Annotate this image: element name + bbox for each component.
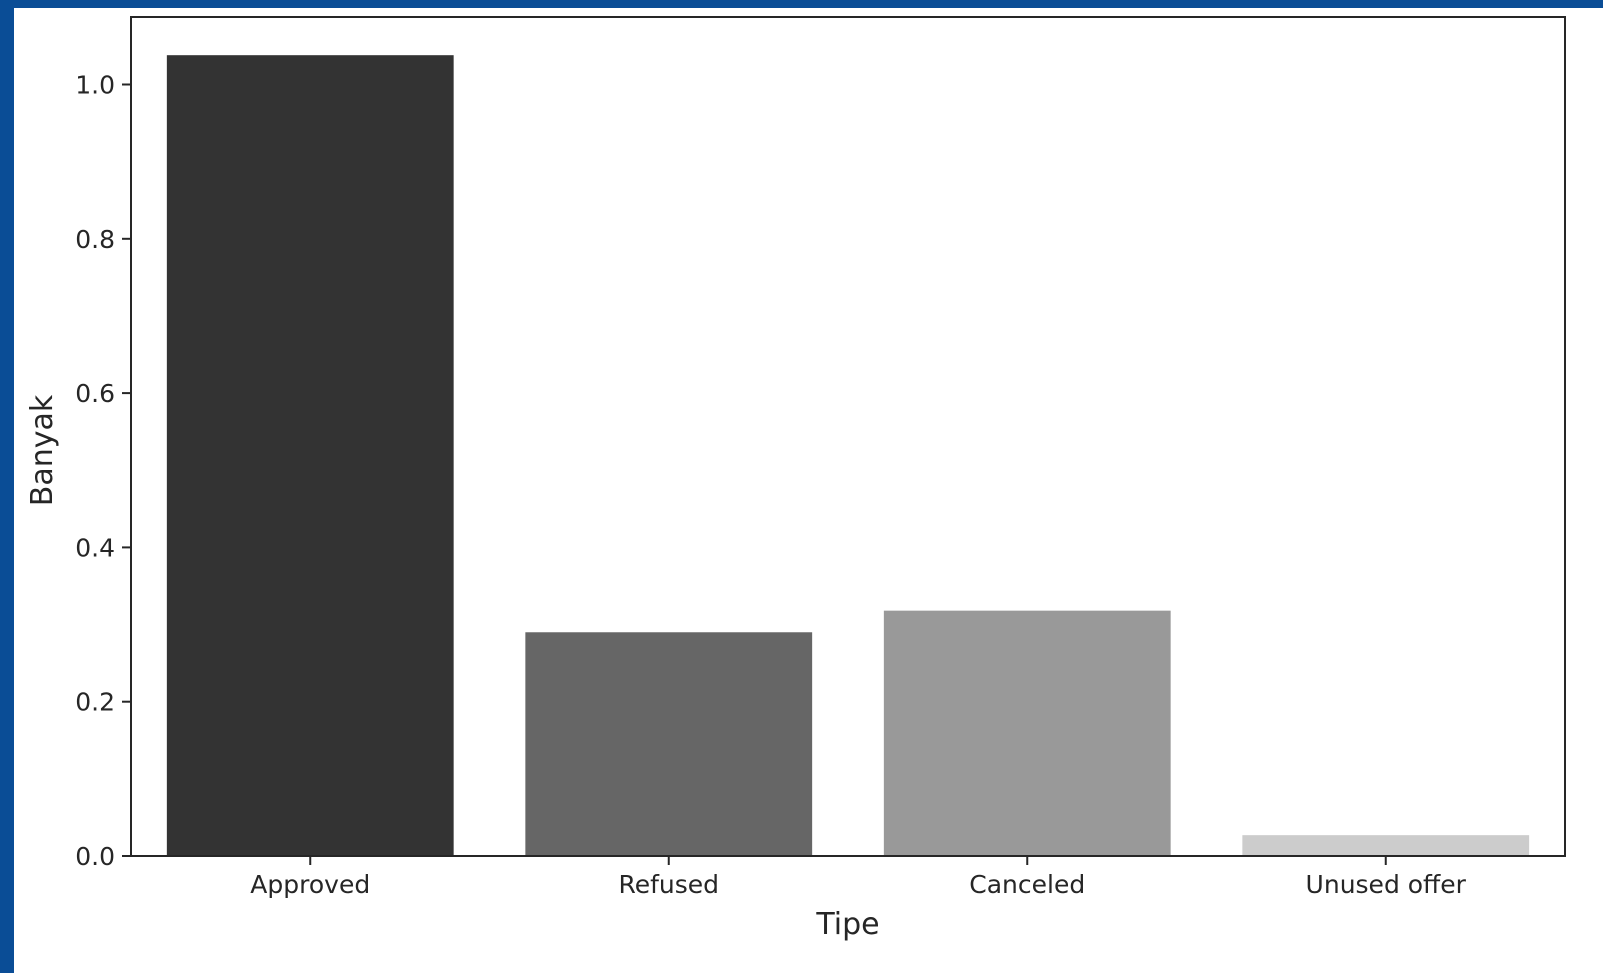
y-tick-label: 0.0	[75, 842, 115, 871]
y-axis-ticks: 0.0 0.2 0.4 0.6 0.8 1.0	[75, 71, 131, 871]
bar-refused	[525, 632, 813, 856]
x-tick-label: Approved	[250, 870, 370, 899]
y-tick-label: 0.6	[75, 379, 115, 408]
y-tick-label: 0.2	[75, 688, 115, 717]
y-tick-label: 0.4	[75, 533, 115, 562]
bars-group	[166, 55, 1530, 856]
bar-unused-offer	[1242, 835, 1530, 856]
y-axis-label: Banyak	[25, 394, 60, 506]
x-axis-ticks: Approved Refused Canceled Unused offer	[250, 856, 1467, 899]
plot-area-border	[130, 16, 1566, 857]
y-tick-label: 0.8	[75, 225, 115, 254]
x-axis-label: Tipe	[815, 907, 879, 942]
bar-chart: 0.0 0.2 0.4 0.6 0.8 1.0 Approved Refused Cancel…	[25, 16, 1566, 942]
chart-frame: 0.0 0.2 0.4 0.6 0.8 1.0 Approved Refused Cancel…	[14, 8, 1603, 973]
y-tick-label: 1.0	[75, 71, 115, 100]
x-tick-label: Refused	[618, 870, 719, 899]
x-tick-label: Canceled	[969, 870, 1085, 899]
bar-approved	[166, 55, 454, 856]
bar-canceled	[883, 610, 1171, 856]
x-tick-label: Unused offer	[1306, 870, 1467, 899]
